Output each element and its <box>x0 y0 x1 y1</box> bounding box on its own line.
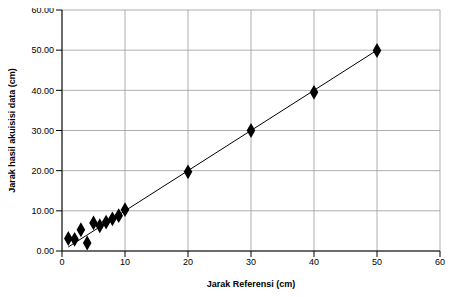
svg-text:20.00: 20.00 <box>31 166 54 176</box>
svg-text:50: 50 <box>372 257 382 267</box>
svg-text:30.00: 30.00 <box>31 126 54 136</box>
svg-text:10: 10 <box>120 257 130 267</box>
svg-text:0.00: 0.00 <box>36 246 54 256</box>
svg-text:60.00: 60.00 <box>31 8 54 15</box>
svg-text:40: 40 <box>309 257 319 267</box>
svg-text:Jarak Referensi (cm): Jarak Referensi (cm) <box>207 279 296 289</box>
svg-text:30: 30 <box>246 257 256 267</box>
svg-text:0: 0 <box>59 257 64 267</box>
svg-text:60: 60 <box>435 257 445 267</box>
svg-text:Jarak hasil akuisisi data (cm): Jarak hasil akuisisi data (cm) <box>8 68 17 193</box>
svg-text:40.00: 40.00 <box>31 86 54 96</box>
svg-text:20: 20 <box>183 257 193 267</box>
svg-text:50.00: 50.00 <box>31 45 54 55</box>
svg-text:10.00: 10.00 <box>31 206 54 216</box>
